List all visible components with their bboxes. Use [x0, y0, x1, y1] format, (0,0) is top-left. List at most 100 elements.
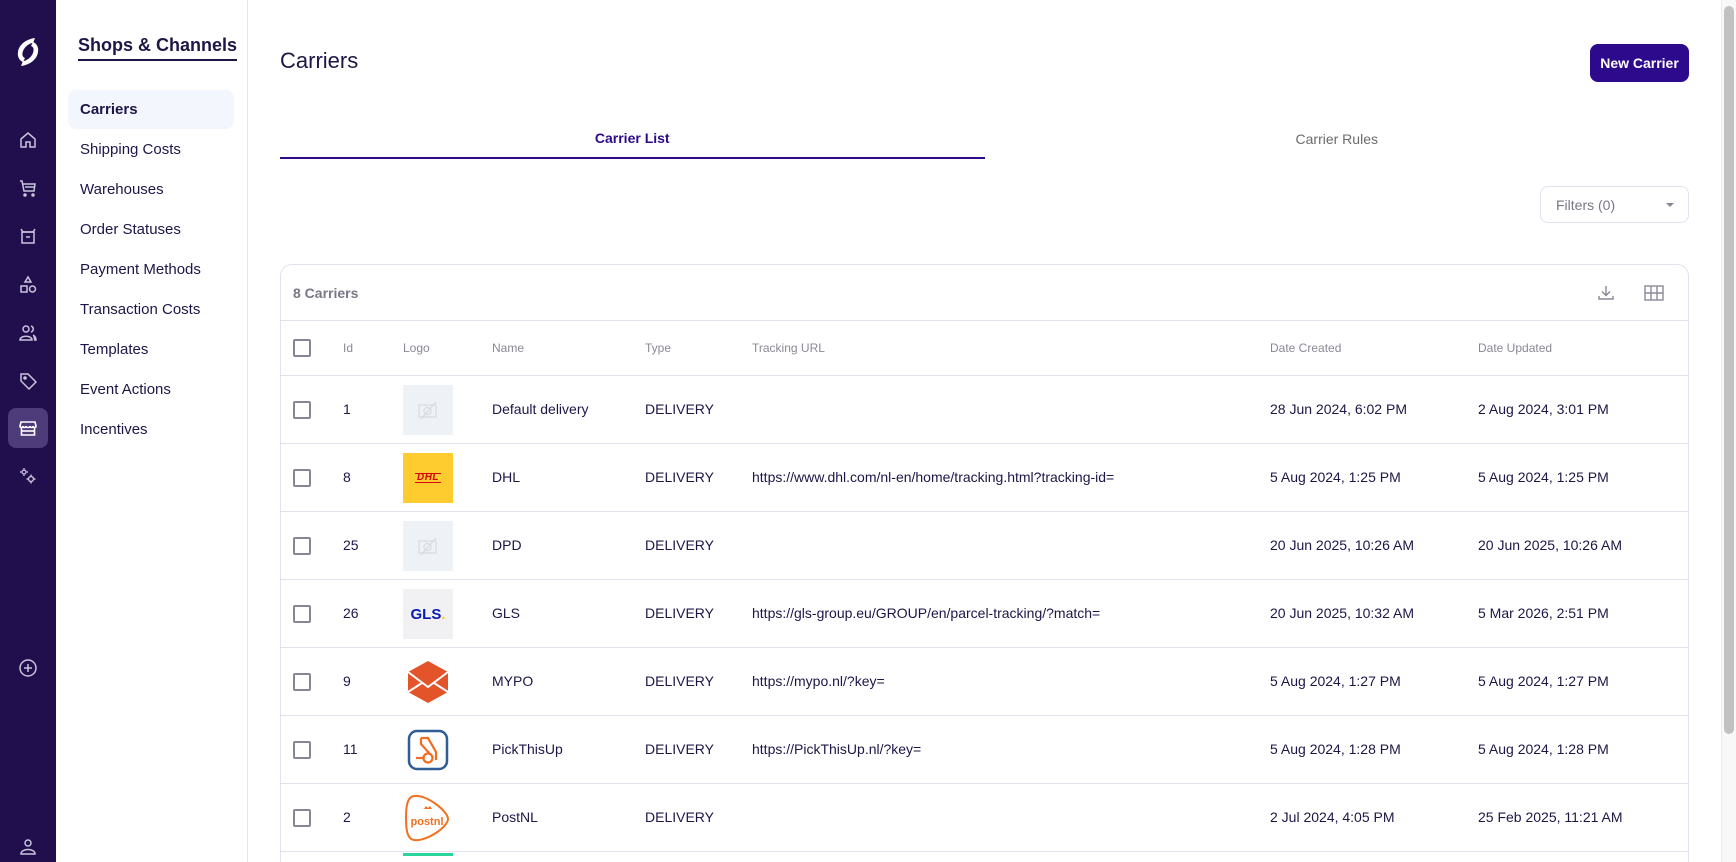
cell-date-updated: 5 Aug 2024, 1:25 PM — [1478, 469, 1609, 485]
table-row[interactable]: 1 Default delivery DELIVERY 28 Jun 2024,… — [281, 376, 1688, 444]
cell-type: DELIVERY — [645, 673, 714, 689]
carrier-logo: GLS. — [403, 589, 453, 639]
table-row[interactable] — [281, 852, 1688, 862]
nav-promotions[interactable] — [0, 361, 56, 401]
table-row[interactable]: 11 PickThisUp DELIVERY https://PickThisU… — [281, 716, 1688, 784]
nav-home[interactable] — [0, 120, 56, 160]
row-checkbox[interactable] — [293, 809, 311, 827]
column-header-name[interactable]: Name — [492, 341, 525, 355]
column-header-type[interactable]: Type — [645, 341, 672, 355]
row-checkbox[interactable] — [293, 469, 311, 487]
nav-settings[interactable] — [0, 456, 56, 496]
table-toolbar: 8 Carriers — [281, 265, 1688, 321]
primary-nav-rail — [0, 0, 56, 862]
new-carrier-button[interactable]: New Carrier — [1590, 44, 1689, 82]
sidebar-item-order-statuses[interactable]: Order Statuses — [80, 221, 181, 238]
column-header-date-updated[interactable]: Date Updated — [1478, 341, 1553, 355]
carriers-table: 8 Carriers Id Logo Name Type Tracking UR… — [280, 264, 1689, 862]
nav-inventory[interactable] — [0, 216, 56, 256]
sidebar-item-templates[interactable]: Templates — [80, 341, 149, 358]
download-button[interactable] — [1595, 282, 1617, 304]
table-row[interactable]: 25 DPD DELIVERY 20 Jun 2025, 10:26 AM 20… — [281, 512, 1688, 580]
user-profile-icon — [20, 839, 36, 855]
sidebar-item-warehouses[interactable]: Warehouses — [80, 181, 164, 198]
cell-date-updated: 5 Aug 2024, 1:27 PM — [1478, 673, 1609, 689]
columns-button[interactable] — [1643, 282, 1665, 304]
user-profile-button[interactable] — [0, 827, 56, 862]
carrier-count: 8 Carriers — [293, 285, 359, 301]
gls-logo-text: GLS — [410, 605, 442, 623]
row-checkbox[interactable] — [293, 537, 311, 555]
table-header: Id Logo Name Type Tracking URL Date Crea… — [281, 321, 1688, 376]
select-all-checkbox[interactable] — [293, 339, 311, 357]
gls-logo-dot: . — [441, 605, 446, 623]
table-row[interactable]: 8 DHL DHL DELIVERY https://www.dhl.com/n… — [281, 444, 1688, 512]
box-icon — [20, 228, 36, 244]
column-header-date-created[interactable]: Date Created — [1270, 341, 1342, 355]
nav-products[interactable] — [0, 265, 56, 305]
carrier-logo: DHL — [403, 453, 453, 503]
cell-date-updated: 5 Mar 2026, 2:51 PM — [1478, 605, 1609, 621]
no-image-icon — [418, 537, 437, 556]
row-checkbox[interactable] — [293, 673, 311, 691]
sidebar-item-carriers[interactable]: Carriers — [68, 90, 234, 129]
cell-name: DPD — [492, 537, 522, 553]
cell-id: 2 — [343, 809, 351, 825]
cell-type: DELIVERY — [645, 741, 714, 757]
cell-id: 1 — [343, 401, 351, 417]
cell-date-created: 28 Jun 2024, 6:02 PM — [1270, 401, 1407, 417]
cell-id: 11 — [343, 741, 358, 757]
add-button[interactable] — [0, 648, 56, 688]
column-header-tracking-url[interactable]: Tracking URL — [752, 341, 825, 355]
sidebar-item-transaction-costs[interactable]: Transaction Costs — [80, 301, 201, 318]
cell-id: 26 — [343, 605, 359, 621]
cell-id: 8 — [343, 469, 351, 485]
filters-label: Filters (0) — [1556, 196, 1616, 213]
cell-type: DELIVERY — [645, 605, 714, 621]
scrollbar-thumb[interactable] — [1724, 6, 1734, 734]
tab-carrier-rules[interactable]: Carrier Rules — [1295, 130, 1378, 147]
partial-logo-strip — [403, 853, 453, 856]
sidebar-item-shipping-costs[interactable]: Shipping Costs — [80, 141, 181, 158]
brand-logo[interactable] — [0, 30, 56, 74]
home-icon — [20, 132, 36, 148]
row-checkbox[interactable] — [293, 741, 311, 759]
cell-name: GLS — [492, 605, 521, 621]
cell-date-created: 20 Jun 2025, 10:32 AM — [1270, 605, 1414, 621]
cell-name: Default delivery — [492, 401, 589, 417]
cell-name: PostNL — [492, 809, 538, 825]
table-row[interactable]: 9 MYPO DELIVERY https://mypo.nl/?key= 5 … — [281, 648, 1688, 716]
cell-date-created: 5 Aug 2024, 1:25 PM — [1270, 469, 1401, 485]
sidebar-item-payment-methods[interactable]: Payment Methods — [80, 261, 201, 278]
column-header-id[interactable]: Id — [343, 341, 354, 355]
row-checkbox[interactable] — [293, 605, 311, 623]
cell-date-updated: 20 Jun 2025, 10:26 AM — [1478, 537, 1622, 553]
cell-date-updated: 5 Aug 2024, 1:28 PM — [1478, 741, 1609, 757]
row-checkbox[interactable] — [293, 401, 311, 419]
nav-orders[interactable] — [0, 168, 56, 208]
nav-shops-channels[interactable] — [0, 408, 56, 448]
settings-icon — [20, 468, 36, 484]
page-title: Carriers — [280, 48, 359, 73]
dhl-logo-icon: DHL — [414, 472, 442, 483]
users-icon — [19, 325, 37, 341]
cell-tracking-url: https://gls-group.eu/GROUP/en/parcel-tra… — [752, 605, 1101, 621]
tab-carrier-list[interactable]: Carrier List — [280, 118, 985, 159]
carrier-logo: postnl — [403, 793, 453, 843]
table-row[interactable]: 2 postnl PostNL DELIVERY 2 Jul 2024, 4:0… — [281, 784, 1688, 852]
postnl-logo-text: postnl — [410, 816, 444, 828]
mypo-logo-icon — [407, 661, 449, 703]
cell-date-created: 20 Jun 2025, 10:26 AM — [1270, 537, 1414, 553]
table-row[interactable]: 26 GLS. GLS DELIVERY https://gls-group.e… — [281, 580, 1688, 648]
sidebar-item-event-actions[interactable]: Event Actions — [80, 381, 171, 398]
sidebar-item-incentives[interactable]: Incentives — [80, 421, 148, 438]
filters-dropdown[interactable]: Filters (0) — [1540, 186, 1689, 223]
columns-grid-icon — [1644, 285, 1664, 301]
cell-type: DELIVERY — [645, 809, 714, 825]
column-header-logo[interactable]: Logo — [403, 341, 430, 355]
tab-bar: Carrier List Carrier Rules — [280, 118, 1689, 163]
carrier-logo — [403, 853, 453, 862]
shapes-icon — [20, 275, 37, 293]
cell-id: 9 — [343, 673, 351, 689]
nav-customers[interactable] — [0, 313, 56, 353]
